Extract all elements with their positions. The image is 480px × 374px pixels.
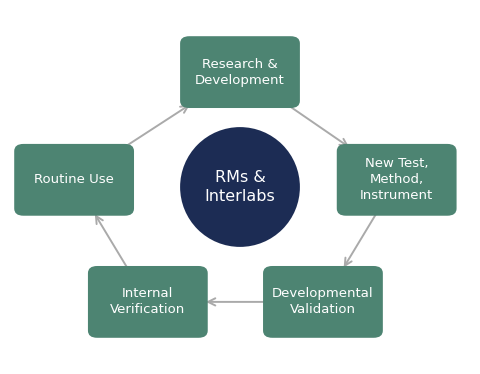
FancyBboxPatch shape	[263, 266, 383, 338]
FancyBboxPatch shape	[88, 266, 208, 338]
FancyBboxPatch shape	[14, 144, 134, 216]
Text: Developmental
Validation: Developmental Validation	[272, 287, 374, 316]
FancyBboxPatch shape	[180, 36, 300, 108]
Text: Research &
Development: Research & Development	[195, 58, 285, 87]
Text: RMs &
Interlabs: RMs & Interlabs	[204, 169, 276, 205]
FancyBboxPatch shape	[337, 144, 456, 216]
Text: Internal
Verification: Internal Verification	[110, 287, 185, 316]
Text: New Test,
Method,
Instrument: New Test, Method, Instrument	[360, 157, 433, 202]
Ellipse shape	[180, 127, 300, 247]
Text: Routine Use: Routine Use	[34, 173, 114, 186]
